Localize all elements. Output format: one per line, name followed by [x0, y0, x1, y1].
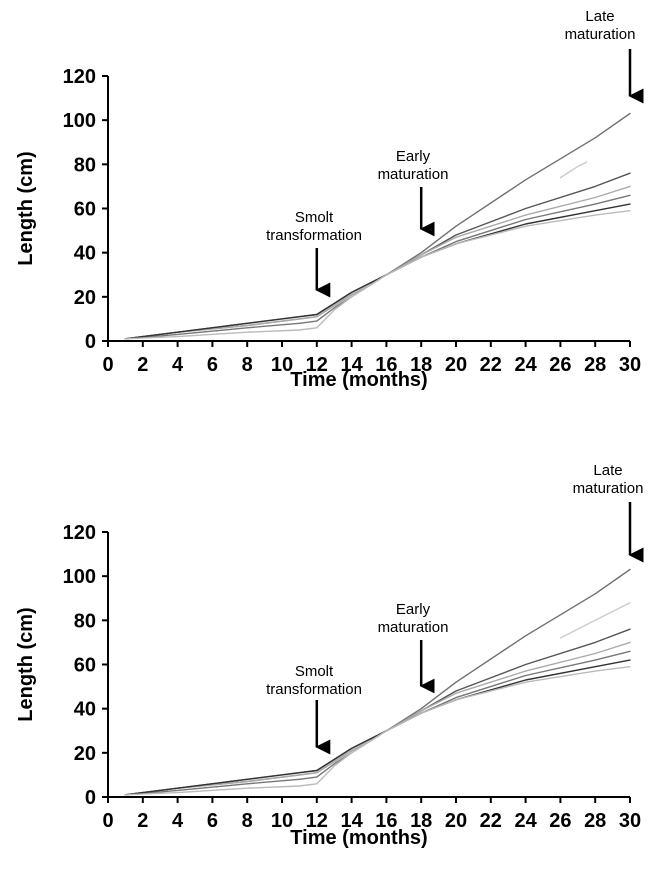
series-line-1 [124, 568, 631, 796]
x-tick-label: 28 [584, 354, 606, 376]
x-tick-label: 4 [172, 810, 184, 832]
y-tick-label: 40 [74, 243, 96, 265]
annotation-label: Smolt [295, 209, 334, 226]
series-line-7 [124, 666, 631, 796]
x-tick-label: 16 [375, 354, 397, 376]
y-axis-title: Length (cm) [15, 151, 37, 265]
x-tick-label: 18 [410, 354, 432, 376]
series-line-5 [124, 194, 631, 340]
series-line-7 [124, 209, 631, 340]
x-tick-label: 16 [375, 810, 397, 832]
x-axis-title: Time (months) [290, 827, 427, 849]
y-tick-label: 120 [63, 66, 96, 88]
annotation-label: transformation [266, 227, 362, 244]
x-tick-label: 8 [242, 354, 253, 376]
x-tick-label: 22 [480, 810, 502, 832]
x-tick-label: 14 [340, 354, 363, 376]
x-tick-label: 2 [137, 354, 148, 376]
x-tick-label: 26 [549, 354, 571, 376]
series-line-3 [124, 628, 631, 796]
y-axis-title: Length (cm) [15, 607, 37, 721]
series-line-1 [124, 112, 631, 340]
x-tick-label: 30 [619, 810, 641, 832]
annotation-label: Early [396, 148, 431, 165]
x-tick-label: 20 [445, 354, 467, 376]
x-tick-label: 10 [271, 810, 293, 832]
x-tick-label: 26 [549, 810, 571, 832]
annotation-label: transformation [266, 681, 362, 698]
annotation-label: Late [585, 8, 614, 25]
series-line-5 [124, 650, 631, 796]
y-tick-label: 120 [63, 522, 96, 544]
x-tick-label: 12 [306, 354, 328, 376]
series-line-6 [124, 203, 631, 340]
series-line-2 [559, 161, 588, 179]
annotation-label: maturation [573, 480, 644, 497]
y-tick-label: 40 [74, 699, 96, 721]
annotation-label: Early [396, 601, 431, 618]
series-line-2 [559, 602, 631, 639]
x-tick-label: 10 [271, 354, 293, 376]
y-tick-label: 100 [63, 566, 96, 588]
x-tick-label: 0 [102, 354, 113, 376]
x-tick-label: 0 [102, 810, 113, 832]
x-tick-label: 30 [619, 354, 641, 376]
x-tick-label: 18 [410, 810, 432, 832]
x-tick-label: 12 [306, 810, 328, 832]
annotation-label: maturation [378, 166, 449, 183]
x-axis-title: Time (months) [290, 369, 427, 391]
x-tick-label: 24 [514, 810, 537, 832]
annotation-label: Late [593, 462, 622, 479]
x-tick-label: 22 [480, 354, 502, 376]
y-tick-label: 20 [74, 743, 96, 765]
y-tick-label: 20 [74, 287, 96, 309]
annotation-label: maturation [378, 619, 449, 636]
x-tick-label: 8 [242, 810, 253, 832]
y-tick-label: 60 [74, 199, 96, 221]
x-tick-label: 14 [340, 810, 363, 832]
y-tick-label: 80 [74, 610, 96, 632]
x-tick-label: 6 [207, 354, 218, 376]
y-tick-label: 0 [85, 787, 96, 809]
x-tick-label: 2 [137, 810, 148, 832]
series-line-3 [124, 172, 631, 340]
x-tick-label: 6 [207, 810, 218, 832]
series-line-6 [124, 659, 631, 796]
y-tick-label: 100 [63, 110, 96, 132]
y-tick-label: 60 [74, 655, 96, 677]
annotation-label: Smolt [295, 663, 334, 680]
series-line-4 [124, 185, 631, 340]
series-line-4 [124, 641, 631, 796]
x-tick-label: 28 [584, 810, 606, 832]
annotation-label: maturation [565, 26, 636, 43]
y-tick-label: 0 [85, 331, 96, 353]
x-tick-label: 20 [445, 810, 467, 832]
x-tick-label: 24 [514, 354, 537, 376]
y-tick-label: 80 [74, 154, 96, 176]
x-tick-label: 4 [172, 354, 184, 376]
